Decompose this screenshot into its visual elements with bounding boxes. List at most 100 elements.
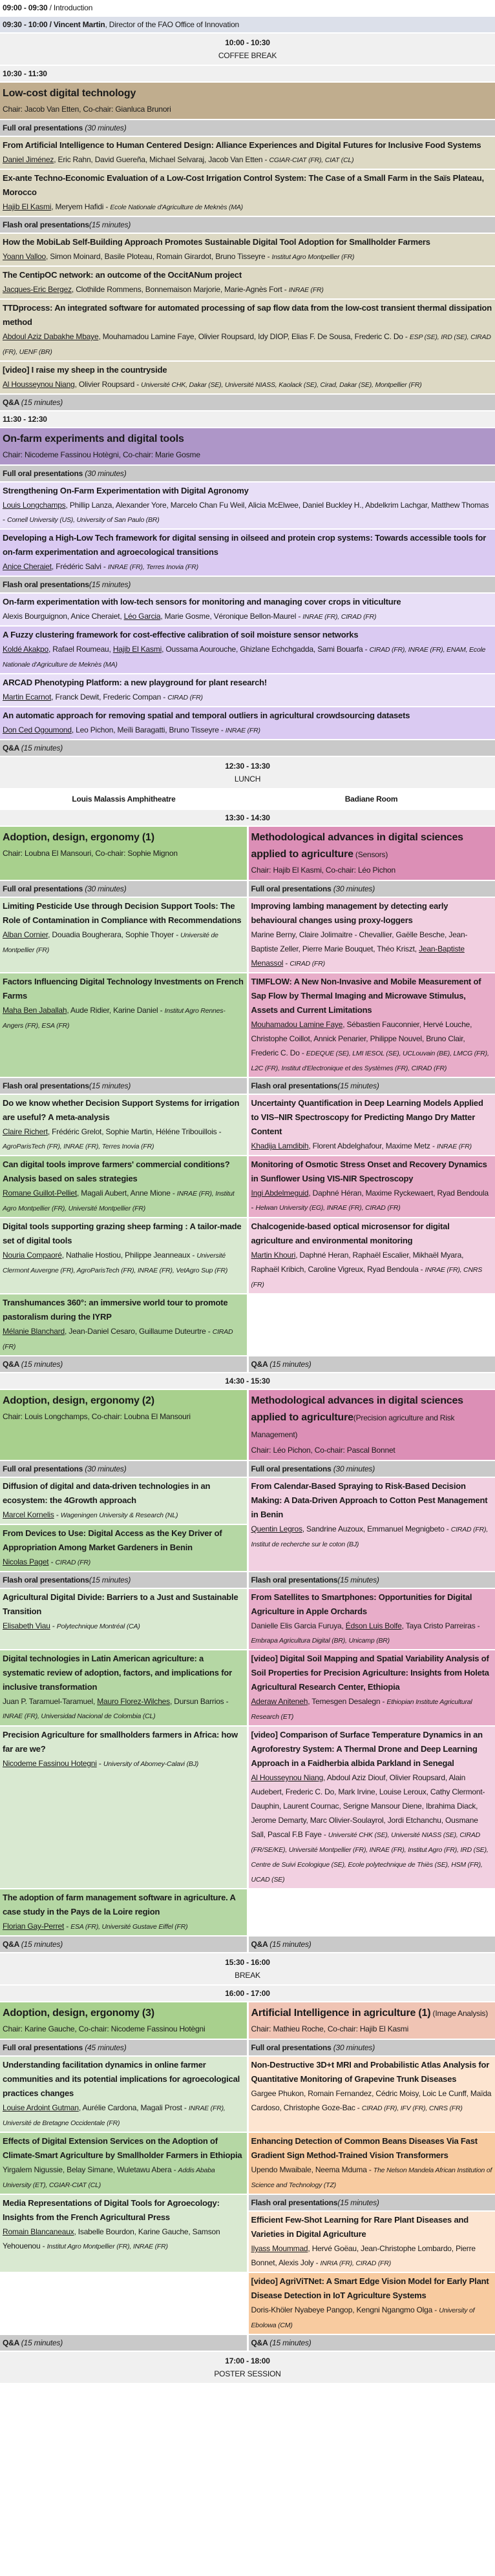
session-header: Adoption, design, ergonomy (1) Chair: Lou… bbox=[0, 827, 247, 880]
author-name: Wuletawu Abera bbox=[117, 2165, 172, 2174]
talk: Limiting Pesticide Use through Decision … bbox=[0, 898, 247, 972]
label-duration: (30 minutes) bbox=[85, 1464, 127, 1473]
author-name: Upendo Mwaibale bbox=[251, 2165, 311, 2174]
author-name: Marc Olivier-Soulayrol bbox=[310, 1816, 384, 1825]
presenter-name: Jacques-Eric Bergez bbox=[3, 285, 72, 294]
author-name: Pierre Marie Bouquet bbox=[302, 944, 374, 953]
talk-authors: Mélanie Blanchard, Jean-Daniel Cesaro, G… bbox=[3, 1327, 233, 1351]
author-name: Olivier Roupsard bbox=[389, 1773, 445, 1782]
session-chairs: Chair: Léo Pichon, Co-chair: Pascal Bonn… bbox=[251, 1446, 395, 1455]
talk: From Satellites to Smartphones: Opportun… bbox=[248, 1589, 495, 1649]
label-bold: Full oral presentations bbox=[3, 123, 85, 132]
talk-authors: Alban Cornier, Douadia Bougherara, Sophi… bbox=[3, 930, 218, 954]
author-name: Alexander Yore bbox=[115, 501, 167, 510]
session-title: Methodological advances in digital scien… bbox=[251, 1393, 493, 1443]
talk-affiliation: Ethiopian Institute Agricultural Researc… bbox=[251, 1698, 472, 1721]
talk-title: ARCAD Phenotyping Platform: a new playgr… bbox=[3, 678, 268, 687]
talk-affiliation: Institut Agro Rennes-Angers (FR), ESA (F… bbox=[3, 1007, 226, 1030]
author-name: Eric Rahn bbox=[58, 155, 91, 164]
two-column-row: Full oral presentations (30 minutes) Full… bbox=[0, 1461, 495, 1477]
talk: Chalcogenide-based optical microsensor f… bbox=[248, 1218, 495, 1293]
left-cell: Q&A (15 minutes) bbox=[0, 1937, 247, 1952]
author-name: Mikhaël Myara bbox=[412, 1251, 462, 1260]
left-cell: Full oral presentations (45 minutes) bbox=[0, 2040, 247, 2055]
author-name: Hervé Goëau bbox=[311, 2244, 357, 2253]
break-time: 12:30 - 13:30 bbox=[225, 762, 270, 771]
author-name: Douadia Bougherara bbox=[52, 930, 121, 939]
author-name: Aurélie Cardona bbox=[82, 2103, 137, 2112]
presentation-type-label: Flash oral presentations(15 minutes) bbox=[0, 1572, 247, 1588]
presentation-type-label: Full oral presentations (30 minutes) bbox=[248, 2040, 495, 2055]
talk-title: Enhancing Detection of Common Beans Dise… bbox=[251, 2136, 478, 2160]
presentation-type-label: Flash oral presentations(15 minutes) bbox=[0, 1078, 247, 1094]
presenter-name: Nouria Compaoré bbox=[3, 1251, 62, 1260]
talk-authors: Maha Ben Jaballah, Aude Ridier, Karine D… bbox=[3, 1006, 226, 1030]
two-column-row: Q&A (15 minutes) Q&A (15 minutes) bbox=[0, 1356, 495, 1372]
talk: Understanding facilitation dynamics in o… bbox=[0, 2057, 247, 2132]
room-left: Louis Malassis Amphitheatre bbox=[72, 795, 176, 804]
two-column-row: Q&A (15 minutes) Q&A (15 minutes) bbox=[0, 1937, 495, 1952]
author-name: Taya Cristo Parreiras bbox=[405, 1621, 476, 1630]
author-name: Kengni Ngangmo Olga bbox=[356, 2305, 433, 2314]
talk: Factors Influencing Digital Technology I… bbox=[0, 973, 247, 1077]
talk-title: Developing a High-Low Tech framework for… bbox=[3, 533, 487, 557]
label-duration: (15 minutes) bbox=[89, 1081, 131, 1090]
author-name: Cathy Clermont-Dauphin bbox=[251, 1787, 485, 1811]
presenter-name: Mouhamadou Lamine Faye bbox=[251, 1020, 343, 1029]
right-cell: Uncertainty Quantification in Deep Learn… bbox=[248, 1095, 495, 1155]
presenter-name: Ingi Abdelmeguid bbox=[251, 1189, 309, 1198]
plenary-role: , Director of the FAO Office of Innovati… bbox=[105, 20, 240, 29]
session-chairs: Chair: Loubna El Mansouri, Co-chair: Sop… bbox=[3, 849, 178, 858]
talk-title: Media Representations of Digital Tools f… bbox=[3, 2198, 220, 2222]
presenter-name: Alban Cornier bbox=[3, 930, 48, 939]
talk-title: Efficient Few-Shot Learning for Rare Pla… bbox=[251, 2215, 469, 2239]
author-name: Romain Girardot bbox=[156, 252, 211, 261]
plenary-row: 09:30 - 10:00 / Vincent Martin, Director… bbox=[0, 17, 495, 32]
talk-affiliation: INRAE (FR) bbox=[436, 1143, 472, 1150]
talk-authors: Anice Cheraiet, Frédéric Salvi - INRAE (… bbox=[3, 562, 198, 571]
presentation-type-label: Full oral presentations (30 minutes) bbox=[248, 1461, 495, 1477]
talk: Media Representations of Digital Tools f… bbox=[0, 2195, 247, 2272]
author-name: Frederic C. Do bbox=[285, 1787, 335, 1796]
author-name: Jordi Etchanchu bbox=[387, 1816, 441, 1825]
two-column-row: Do we know whether Decision Support Syst… bbox=[0, 1095, 495, 1155]
right-cell: From Satellites to Smartphones: Opportun… bbox=[248, 1589, 495, 1649]
session-subtitle: (Sensors) bbox=[353, 850, 388, 859]
presentation-type-label: Full oral presentations (30 minutes) bbox=[0, 1461, 247, 1477]
talk-affiliation: Institut Agro Montpellier (FR), INRAE (F… bbox=[47, 2243, 168, 2250]
two-column-row: Precision Agriculture for smallholders f… bbox=[0, 1727, 495, 1888]
author-name: Daphné Heran bbox=[299, 1251, 349, 1260]
talk: Agricultural Digital Divide: Barriers to… bbox=[0, 1589, 247, 1649]
author-name: Alexis Joly bbox=[278, 2258, 314, 2267]
talk-authors: Koldé Akakpo, Rafael Roumeau, Hajib El K… bbox=[3, 645, 486, 669]
presenter-name: Elisabeth Viau bbox=[3, 1621, 50, 1630]
break-label: BREAK bbox=[235, 1971, 260, 1980]
left-cell: Q&A (15 minutes) bbox=[0, 1356, 247, 1372]
talk: [video] AgriViTNet: A Smart Edge Vision … bbox=[248, 2273, 495, 2334]
presentation-type-label: Full oral presentations (30 minutes) bbox=[248, 881, 495, 897]
talk-authors: Upendo Mwaibale, Neema Mduma - The Nelso… bbox=[251, 2165, 492, 2189]
talk-authors: Yoann Valloo, Simon Moinard, Basile Plot… bbox=[3, 252, 355, 261]
author-name: Jean-Daniel Cesaro bbox=[68, 1327, 135, 1336]
talk-affiliation: INRAE (FR), Terres Inovia (FR) bbox=[107, 563, 198, 571]
talk-authors: Al Housseynou Niang, Abdoul Aziz Diouf, … bbox=[251, 1773, 489, 1884]
presenter-name: Al Housseynou Niang bbox=[3, 380, 75, 389]
label-bold: Q&A bbox=[3, 2338, 21, 2347]
presenter-name: Khadija Lamdibih bbox=[251, 1141, 309, 1150]
talk: [video] I raise my sheep in the countrys… bbox=[0, 362, 495, 393]
two-column-row: Can digital tools improve farmers' comme… bbox=[0, 1156, 495, 1217]
label-duration: (30 minutes) bbox=[85, 884, 127, 893]
talk-title: A Fuzzy clustering framework for cost-ef… bbox=[3, 630, 359, 639]
label-duration: (15 minutes) bbox=[337, 1081, 379, 1090]
left-cell: Can digital tools improve farmers' comme… bbox=[0, 1156, 247, 1217]
presenter-name: Don Ced Ogoumond bbox=[3, 725, 72, 734]
label-bold: Q&A bbox=[3, 743, 21, 753]
presentation-type-label: Q&A (15 minutes) bbox=[0, 2335, 247, 2351]
break-label: LUNCH bbox=[234, 774, 261, 784]
label-duration: (45 minutes) bbox=[85, 2043, 127, 2052]
talk-title: From Calendar-Based Spraying to Risk-Bas… bbox=[251, 1481, 488, 1519]
session-header: Methodological advances in digital scien… bbox=[248, 827, 495, 880]
right-cell: Flash oral presentations(15 minutes) bbox=[248, 1078, 495, 1094]
talk-title: How the MobiLab Self-Building Approach P… bbox=[3, 237, 430, 247]
presentation-type-label: Flash oral presentations(15 minutes) bbox=[0, 577, 495, 592]
